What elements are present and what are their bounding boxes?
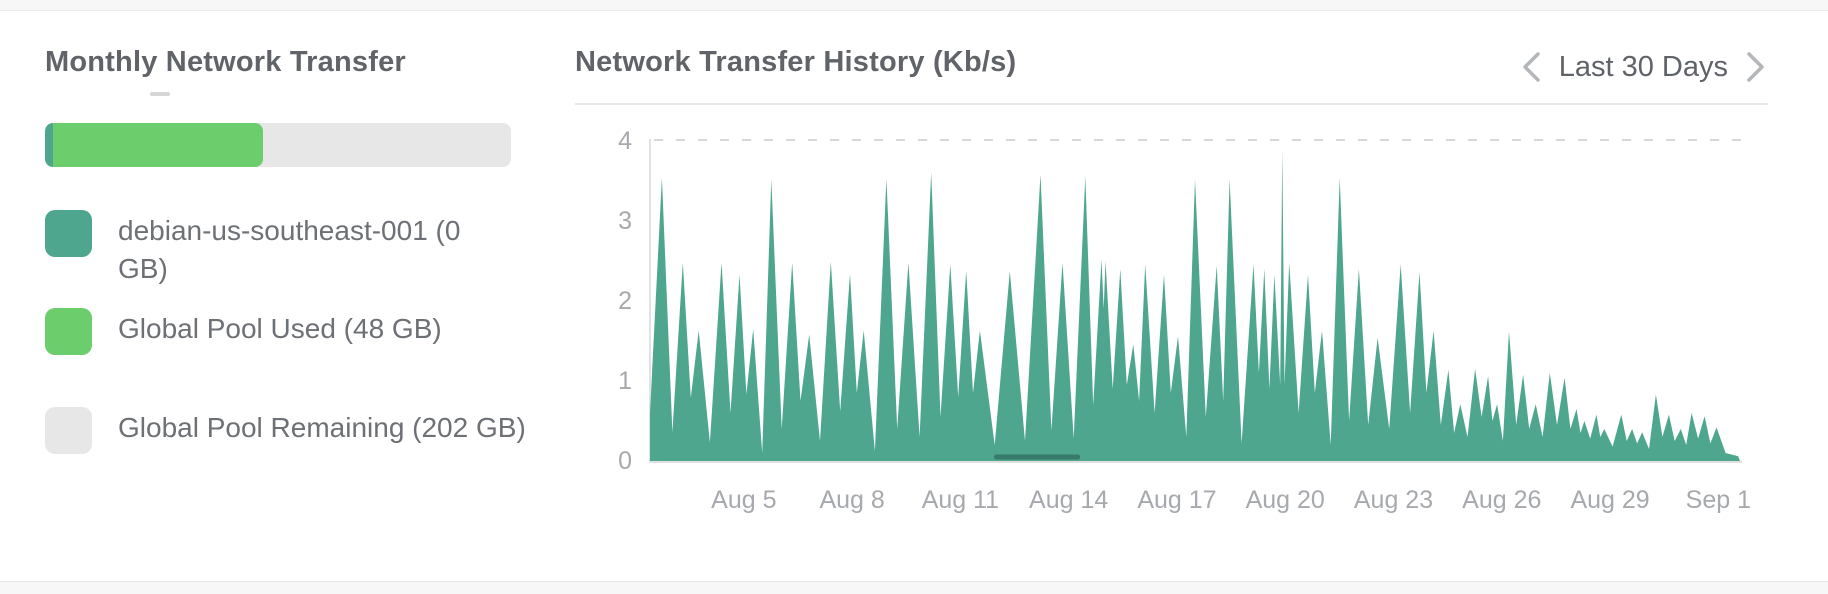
title-underline-dash: [150, 92, 170, 96]
x-tick-label: Aug 11: [921, 486, 1000, 514]
range-pager: Last 30 Days: [1519, 50, 1768, 84]
network-transfer-card: [0, 10, 1828, 582]
max-gridline: [654, 139, 1744, 141]
chevron-right-icon[interactable]: [1744, 50, 1768, 84]
legend-item-global-pool-remaining: Global Pool Remaining (202 GB): [45, 407, 618, 454]
chevron-left-icon[interactable]: [1519, 50, 1543, 84]
x-tick-label: Sep 1: [1685, 486, 1752, 514]
header-divider: [575, 103, 1768, 105]
legend-swatch: [45, 210, 92, 257]
x-tick-label: Aug 14: [1029, 486, 1109, 514]
x-tick-label: Aug 29: [1570, 486, 1650, 514]
legend-label: Global Pool Remaining (202 GB): [118, 412, 526, 443]
bar-segment: [45, 123, 53, 167]
x-axis-line: [649, 461, 1742, 463]
transfer-history-chart: [650, 149, 1740, 461]
area-series: [650, 149, 1740, 461]
y-axis-line: [649, 139, 651, 463]
y-tick-label: 1: [618, 367, 632, 395]
legend-swatch: [45, 407, 92, 454]
x-tick-label: Aug 8: [819, 486, 885, 514]
x-tick-label: Aug 5: [711, 486, 777, 514]
y-tick-label: 3: [618, 207, 632, 235]
x-tick-label: Aug 20: [1245, 486, 1325, 514]
x-tick-label: Aug 23: [1353, 486, 1434, 514]
y-tick-label: 2: [618, 287, 632, 315]
monthly-transfer-title: Monthly Network Transfer: [45, 46, 406, 78]
legend-swatch: [45, 308, 92, 355]
bar-segment: [52, 123, 264, 167]
x-tick-label: Aug 17: [1137, 486, 1217, 514]
legend-label: Global Pool Used (48 GB): [118, 313, 442, 344]
y-tick-label: 0: [618, 447, 632, 475]
range-label: Last 30 Days: [1558, 50, 1728, 83]
legend-item-global-pool-used: Global Pool Used (48 GB): [45, 308, 618, 355]
x-tick-label: Aug 26: [1462, 486, 1542, 514]
y-tick-label: 4: [618, 127, 632, 155]
transfer-usage-bar: [45, 123, 511, 167]
legend-label: debian-us-southeast-001 (0 GB): [118, 215, 461, 284]
history-title: Network Transfer History (Kb/s): [575, 46, 1017, 78]
legend-item-debian: debian-us-southeast-001 (0 GB): [45, 210, 508, 288]
